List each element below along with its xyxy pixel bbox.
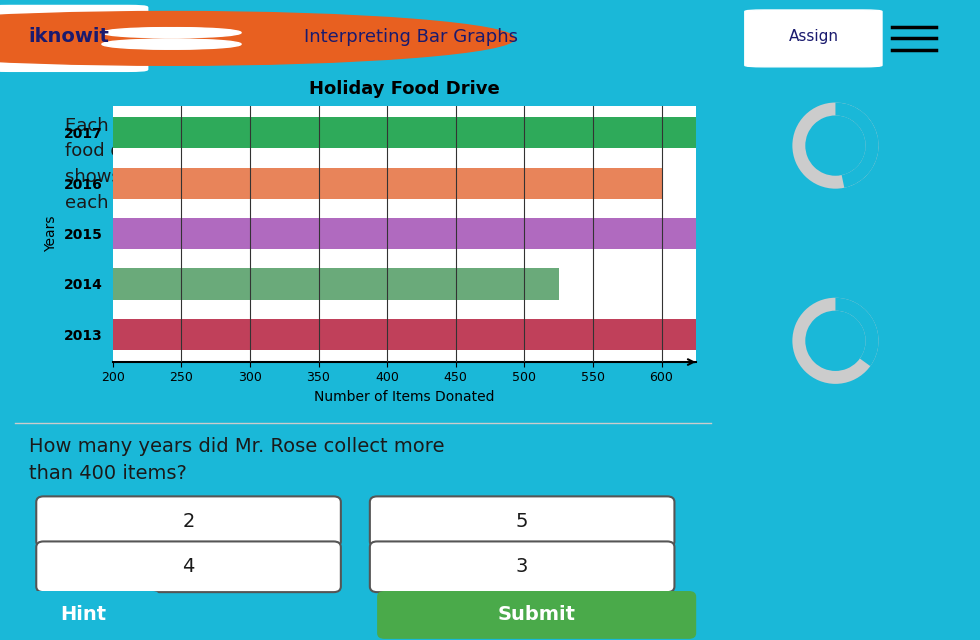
Text: Interpreting Bar Graphs: Interpreting Bar Graphs [304,28,517,46]
Text: How many years did Mr. Rose collect more
than 400 items?: How many years did Mr. Rose collect more… [29,437,445,483]
Text: Progress: Progress [794,113,877,131]
FancyBboxPatch shape [369,541,674,592]
Bar [113,268,559,300]
Text: Each year, Mr. Rose organizes a holiday
food drive at school. The bar graph belo: Each year, Mr. Rose organizes a holiday … [66,116,443,212]
Bar [113,319,730,350]
Bar [113,218,867,249]
Y-axis label: Years: Years [44,215,59,252]
Wedge shape [793,298,878,384]
Text: iknowit: iknowit [28,28,109,46]
Text: 4: 4 [182,557,195,576]
Text: 3: 3 [515,557,528,576]
Text: 5: 5 [830,333,841,348]
Text: Submit: Submit [498,605,575,624]
Wedge shape [835,298,878,366]
Bar [113,168,662,199]
Text: Assign: Assign [788,29,839,44]
FancyBboxPatch shape [369,497,674,547]
Text: 7/15: 7/15 [816,138,855,153]
Title: Holiday Food Drive: Holiday Food Drive [309,81,500,99]
Circle shape [0,12,514,65]
FancyBboxPatch shape [36,497,341,547]
FancyBboxPatch shape [7,591,160,639]
X-axis label: Number of Items Donated: Number of Items Donated [314,390,495,404]
Circle shape [114,28,241,38]
Circle shape [102,28,229,38]
Text: 2: 2 [182,512,195,531]
FancyBboxPatch shape [377,591,696,639]
Wedge shape [835,102,878,188]
FancyBboxPatch shape [745,10,882,67]
Bar [113,117,902,148]
Text: 5: 5 [515,512,528,531]
Circle shape [114,39,241,49]
FancyBboxPatch shape [36,541,341,592]
Text: ▶⦿: ▶⦿ [22,157,41,171]
Wedge shape [793,102,878,189]
Text: Score: Score [808,319,862,337]
FancyBboxPatch shape [0,6,147,70]
Circle shape [102,39,229,49]
Text: Hint: Hint [61,605,107,624]
